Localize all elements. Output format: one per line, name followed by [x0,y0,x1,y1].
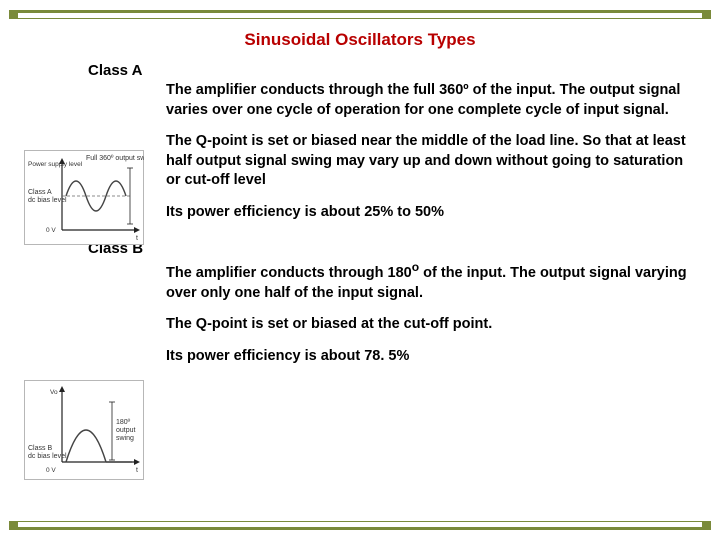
class-a-paragraph-3: Its power efficiency is about 25% to 50% [166,203,690,223]
class-b-paragraph-3: Its power efficiency is about 78. 5% [166,347,690,367]
slide-title: Sinusoidal Oscillators Types [0,30,720,50]
class-b-p1-part-a: The amplifier conducts through 180 [166,265,412,281]
diag-b-side1: Class B [28,445,52,452]
diag-b-swing1: 180º [116,419,131,426]
class-a-paragraph-2: The Q-point is set or biased near the mi… [166,132,690,191]
class-b-diagram: Vo 0 V t Class B dc bias level 180º outp… [24,380,144,480]
frame-corner [702,521,711,530]
class-a-paragraph-1: The amplifier conducts through the full … [166,81,690,120]
class-b-paragraph-2: The Q-point is set or biased at the cut-… [166,315,690,335]
diag-b-side2: dc bias level [28,453,67,460]
diag-b-swing3: swing [116,435,134,442]
content-area: Class A The amplifier conducts through t… [88,60,698,378]
diag-a-side2: dc bias level [28,197,67,204]
diag-a-ybot: 0 V [46,227,56,234]
frame-corner [9,10,18,19]
diag-b-xlabel: t [136,467,138,474]
class-b-heading: Class B [88,240,698,257]
diag-a-side1: Class A [28,189,52,196]
frame-corner [702,10,711,19]
diag-b-swing2: output [116,427,136,434]
diag-a-swing: Full 360º output swing [86,155,144,162]
frame-corner [9,521,18,530]
diag-a-ytop: Power supply level [28,161,83,168]
diag-a-xlabel: t [136,235,138,242]
diag-b-ybot: 0 V [46,467,56,474]
class-a-diagram: Power supply level 0 V t Class A dc bias… [24,150,144,245]
diag-b-ylabel: Vo [50,389,58,396]
class-b-paragraph-1: The amplifier conducts through 180o of t… [166,259,690,303]
class-a-heading: Class A [88,62,698,79]
